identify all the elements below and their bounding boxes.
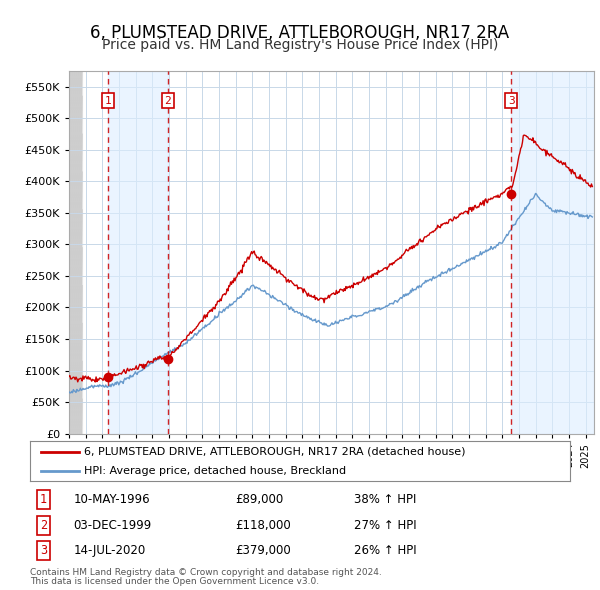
Text: £379,000: £379,000 (235, 544, 291, 557)
Text: 6, PLUMSTEAD DRIVE, ATTLEBOROUGH, NR17 2RA (detached house): 6, PLUMSTEAD DRIVE, ATTLEBOROUGH, NR17 2… (84, 447, 466, 457)
Text: £118,000: £118,000 (235, 519, 291, 532)
Bar (511, 71, 594, 434)
Text: 6, PLUMSTEAD DRIVE, ATTLEBOROUGH, NR17 2RA: 6, PLUMSTEAD DRIVE, ATTLEBOROUGH, NR17 2… (91, 24, 509, 42)
Text: £89,000: £89,000 (235, 493, 283, 506)
Text: 26% ↑ HPI: 26% ↑ HPI (354, 544, 416, 557)
Text: Contains HM Land Registry data © Crown copyright and database right 2024.: Contains HM Land Registry data © Crown c… (30, 568, 382, 576)
Text: 1: 1 (105, 96, 112, 106)
Text: Price paid vs. HM Land Registry's House Price Index (HPI): Price paid vs. HM Land Registry's House … (102, 38, 498, 53)
Text: 38% ↑ HPI: 38% ↑ HPI (354, 493, 416, 506)
Text: 2: 2 (40, 519, 47, 532)
Text: 3: 3 (40, 544, 47, 557)
Text: 03-DEC-1999: 03-DEC-1999 (73, 519, 151, 532)
Text: This data is licensed under the Open Government Licence v3.0.: This data is licensed under the Open Gov… (30, 577, 319, 586)
Text: 2: 2 (164, 96, 171, 106)
Text: HPI: Average price, detached house, Breckland: HPI: Average price, detached house, Brec… (84, 466, 346, 476)
Text: 1: 1 (40, 493, 47, 506)
Bar (109, 71, 167, 434)
Text: 3: 3 (508, 96, 515, 106)
Text: 10-MAY-1996: 10-MAY-1996 (73, 493, 150, 506)
Text: 27% ↑ HPI: 27% ↑ HPI (354, 519, 416, 532)
Text: 14-JUL-2020: 14-JUL-2020 (73, 544, 145, 557)
